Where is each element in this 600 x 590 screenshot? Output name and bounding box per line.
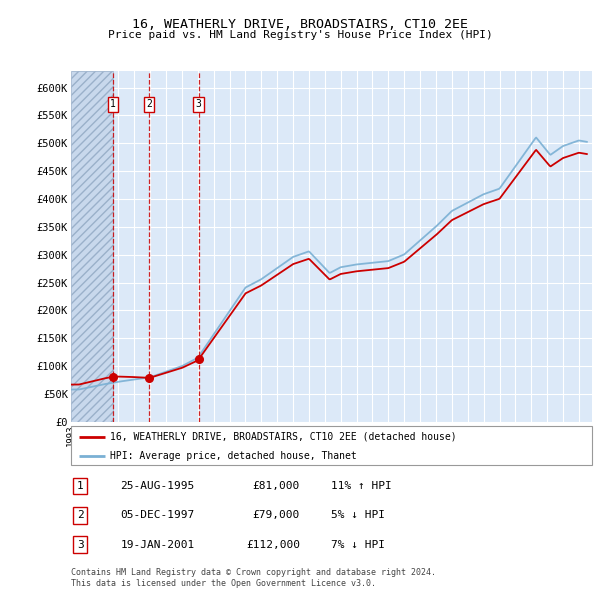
Text: £81,000: £81,000 [253, 481, 300, 491]
Text: 16, WEATHERLY DRIVE, BROADSTAIRS, CT10 2EE (detached house): 16, WEATHERLY DRIVE, BROADSTAIRS, CT10 2… [110, 432, 457, 442]
Text: 3: 3 [77, 540, 83, 550]
Text: 25-AUG-1995: 25-AUG-1995 [120, 481, 194, 491]
Text: £112,000: £112,000 [246, 540, 300, 550]
Text: 16, WEATHERLY DRIVE, BROADSTAIRS, CT10 2EE: 16, WEATHERLY DRIVE, BROADSTAIRS, CT10 2… [132, 18, 468, 31]
Text: 11% ↑ HPI: 11% ↑ HPI [331, 481, 392, 491]
Text: 1: 1 [77, 481, 83, 491]
FancyBboxPatch shape [71, 426, 592, 465]
Text: 1: 1 [110, 99, 116, 109]
Text: 5% ↓ HPI: 5% ↓ HPI [331, 510, 385, 520]
Text: 19-JAN-2001: 19-JAN-2001 [120, 540, 194, 550]
Text: 2: 2 [146, 99, 152, 109]
Text: 05-DEC-1997: 05-DEC-1997 [120, 510, 194, 520]
Text: 2: 2 [77, 510, 83, 520]
Text: HPI: Average price, detached house, Thanet: HPI: Average price, detached house, Than… [110, 451, 356, 461]
Text: 3: 3 [196, 99, 202, 109]
Text: Price paid vs. HM Land Registry's House Price Index (HPI): Price paid vs. HM Land Registry's House … [107, 30, 493, 40]
Bar [71, 71, 113, 422]
Text: Contains HM Land Registry data © Crown copyright and database right 2024.
This d: Contains HM Land Registry data © Crown c… [71, 568, 436, 588]
Text: 7% ↓ HPI: 7% ↓ HPI [331, 540, 385, 550]
Text: £79,000: £79,000 [253, 510, 300, 520]
